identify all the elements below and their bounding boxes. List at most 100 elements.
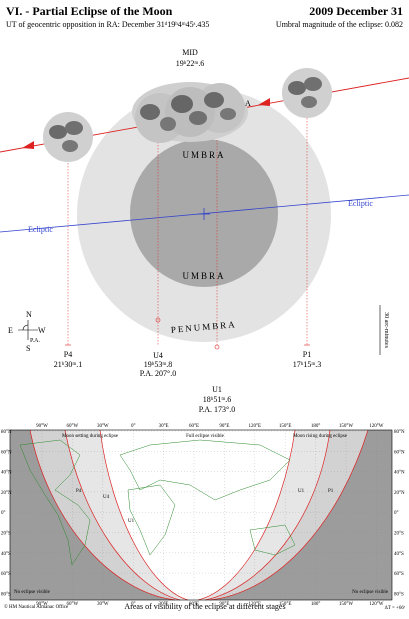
- zone-label: U1: [298, 489, 305, 494]
- ecliptic-label: Ecliptic: [28, 225, 53, 234]
- moon: [43, 112, 93, 162]
- mid-label: MID: [182, 48, 198, 57]
- contact-label: U1: [212, 385, 222, 394]
- longitude-label: 60°E: [189, 424, 199, 429]
- latitude-label: 80°S: [1, 592, 11, 597]
- title: VI. - Partial Eclipse of the Moon: [6, 4, 173, 18]
- ecliptic-label: Ecliptic: [348, 199, 373, 208]
- contact-curve: [99, 429, 189, 601]
- contact-dot: [214, 344, 220, 350]
- latitude-label: 0°: [1, 511, 6, 516]
- latitude-label: 80°S: [394, 592, 404, 597]
- contact-time: 21ʰ30ᵐ.1: [54, 360, 82, 369]
- scale-label: 30 arc-minutes: [383, 312, 389, 348]
- zone-label: U1: [128, 519, 135, 524]
- compass-n: N: [26, 310, 32, 319]
- contact-curve: [197, 429, 296, 601]
- mare: [304, 77, 322, 91]
- umbra-label: UMBRA: [182, 150, 225, 160]
- contact-curve: [209, 429, 369, 601]
- longitude-label: 90°E: [219, 424, 229, 429]
- mare: [62, 140, 78, 152]
- longitude-label: 150°E: [279, 602, 292, 607]
- moon-p1: [282, 68, 332, 118]
- mare: [49, 125, 67, 139]
- full-zone: [100, 430, 295, 600]
- compass-pa: P.A.: [30, 338, 41, 344]
- copyright: © HM Nautical Almanac Office: [4, 604, 69, 610]
- longitude-label: 60°W: [67, 602, 79, 607]
- mare: [189, 111, 207, 125]
- longitude-label: 180°: [311, 424, 321, 429]
- contact-curve: [64, 429, 181, 601]
- mare: [140, 104, 160, 120]
- longitude-label: 150°E: [279, 424, 292, 429]
- mare: [220, 108, 236, 120]
- umbra-label: UMBRA: [182, 271, 225, 281]
- moon-group-mid: [132, 82, 248, 143]
- magnitude: Umbral magnitude of the eclipse: 0.082: [276, 20, 403, 29]
- arrow: [258, 98, 270, 106]
- longitude-label: 150°W: [339, 602, 353, 607]
- longitude-label: 120°E: [249, 424, 262, 429]
- contact-dot: [155, 317, 161, 323]
- compass-arc: [22, 324, 29, 331]
- longitude-label: 30°W: [97, 424, 109, 429]
- longitude-label: 120°W: [369, 602, 383, 607]
- longitude-label: 90°E: [219, 602, 229, 607]
- latitude-label: 20°N: [394, 491, 405, 496]
- latitude-label: 80°N: [1, 430, 12, 435]
- mid-time: 19ʰ22ᵐ.6: [176, 59, 204, 68]
- visibility-map: Moon setting during eclipse Full eclipse…: [9, 429, 393, 601]
- coastline: [249, 524, 296, 556]
- longitude-label: 90°W: [36, 602, 48, 607]
- coastline: [127, 484, 176, 556]
- mare: [301, 96, 317, 108]
- longitude-label: 90°W: [36, 424, 48, 429]
- latitude-label: 60°S: [1, 572, 11, 577]
- contact-time: 19ʰ53ᵐ.8: [144, 360, 172, 369]
- mare: [160, 117, 176, 131]
- longitude-label: 60°E: [189, 602, 199, 607]
- latitude-label: 20°N: [1, 491, 12, 496]
- contact-curve: [204, 429, 331, 601]
- ecliptic-line: [0, 194, 409, 233]
- longitude-label: 30°W: [97, 602, 109, 607]
- zone-note: Full eclipse visible: [186, 434, 225, 439]
- mare: [288, 81, 306, 95]
- latitude-label: 60°N: [394, 450, 405, 455]
- longitude-label: 0°: [131, 602, 136, 607]
- contact-label: P1: [303, 350, 311, 359]
- longitude-label: 120°E: [249, 602, 262, 607]
- a-label: A: [245, 99, 251, 108]
- contact-label: U4: [153, 351, 163, 360]
- compass: N S E W P.A.: [8, 310, 46, 353]
- latitude-label: 0°: [394, 511, 399, 516]
- longitude-label: 120°W: [369, 424, 383, 429]
- latitude-label: 60°S: [394, 572, 404, 577]
- zone-note: No eclipse visible: [14, 590, 51, 595]
- latitude-label: 20°S: [394, 532, 404, 537]
- mare: [65, 121, 83, 135]
- zone-note: Moon rising during eclipse: [293, 434, 348, 439]
- zone-label: U4: [103, 495, 110, 500]
- longitude-label: 60°W: [67, 424, 79, 429]
- zone-note: No eclipse visible: [352, 590, 389, 595]
- compass-w: W: [38, 326, 46, 335]
- latitude-label: 60°N: [1, 450, 12, 455]
- longitude-label: 30°E: [159, 424, 169, 429]
- zone-note: Moon setting during eclipse: [62, 434, 119, 439]
- latitude-label: 40°N: [394, 471, 405, 476]
- latitude-label: 40°S: [394, 552, 404, 557]
- contact-time: 17ʰ15ᵐ.3: [293, 360, 321, 369]
- contact-label: P4: [64, 350, 72, 359]
- coastline: [119, 439, 291, 501]
- moon-p4: [43, 112, 93, 162]
- moon: [282, 68, 332, 118]
- latitude-label: 40°S: [1, 552, 11, 557]
- contact-curve: [29, 429, 176, 601]
- arrow: [22, 141, 34, 149]
- zone-label: P1: [328, 489, 334, 494]
